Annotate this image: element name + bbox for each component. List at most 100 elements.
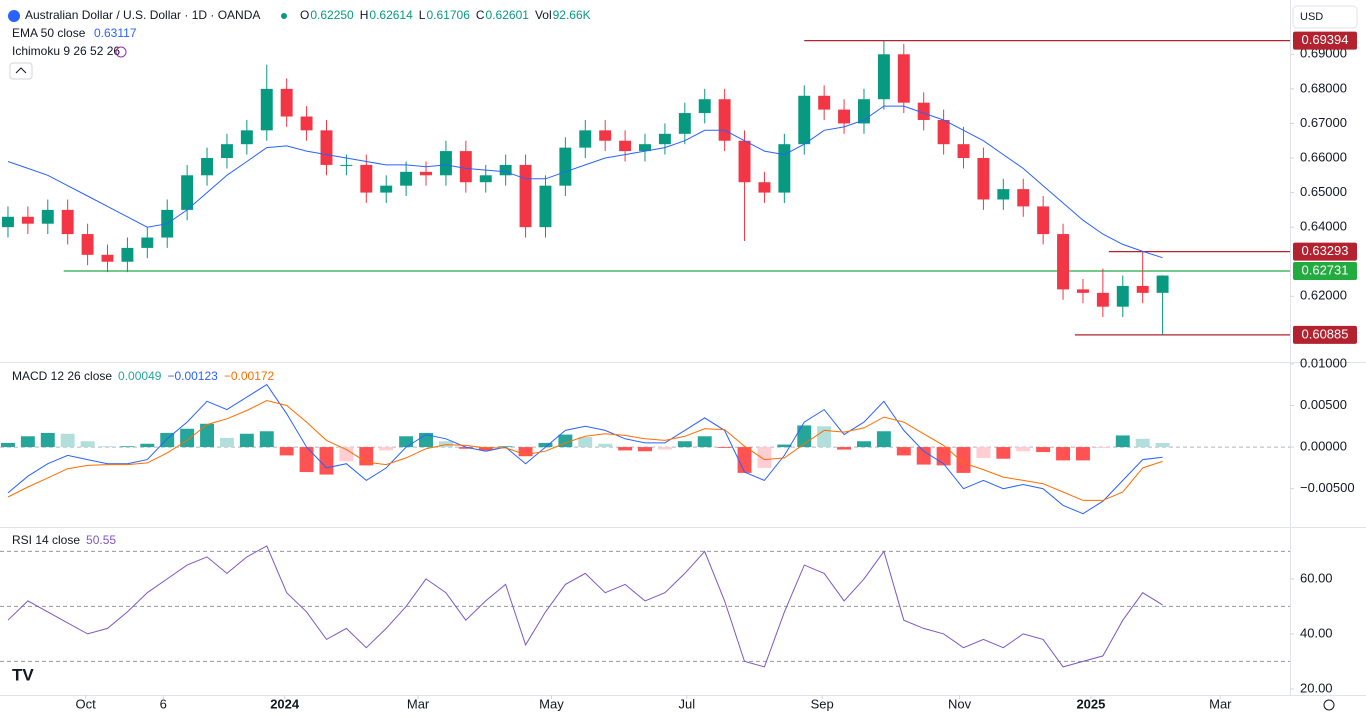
macd-histogram-bar (996, 447, 1011, 459)
x-tick-label: Oct (75, 696, 96, 711)
candle-body (280, 88, 293, 117)
x-tick-label: Sep (811, 696, 834, 711)
candle-body (798, 95, 811, 145)
level-label: 0.62731 (1302, 262, 1349, 277)
y-tick-label: 0.68000 (1300, 80, 1347, 95)
macd-histogram-bar (1095, 447, 1110, 448)
y-tick-label: 0.00500 (1300, 397, 1347, 412)
settings-icon[interactable] (1323, 699, 1335, 711)
candle-body (599, 130, 612, 141)
candle-body (718, 99, 731, 141)
indicator-icon[interactable] (115, 46, 127, 58)
macd-histogram-bar (598, 443, 613, 448)
candle-body (21, 216, 34, 224)
candle-body (1, 216, 14, 228)
macd-histogram-bar (100, 446, 115, 448)
candle-body (877, 54, 890, 100)
currency-button[interactable] (1292, 5, 1358, 29)
candle-body (240, 130, 253, 145)
macd-histogram-bar (737, 447, 752, 473)
macd-histogram-bar (478, 447, 493, 451)
macd-histogram-bar (1056, 447, 1071, 461)
x-tick-label: May (539, 696, 564, 711)
level-label: 0.60885 (1302, 326, 1349, 341)
macd-histogram-bar (916, 447, 931, 465)
y-tick-label: 0.01000 (1300, 355, 1347, 370)
candle-body (678, 113, 691, 134)
rsi-line (7, 545, 1163, 668)
macd-histogram-bar (200, 423, 215, 448)
macd-histogram-bar (80, 441, 95, 448)
macd-histogram-bar (1135, 438, 1150, 448)
y-tick-label: 0.62000 (1300, 288, 1347, 303)
candle-body (1116, 285, 1129, 307)
candle-body (539, 185, 552, 228)
macd-histogram-bar (1075, 447, 1090, 461)
candle-body (420, 171, 432, 176)
macd-histogram-bar (638, 447, 652, 452)
level-badge (1293, 325, 1357, 344)
ohlc-label: C (476, 8, 485, 22)
macd-histogram-bar (697, 436, 712, 448)
macd-histogram-bar (896, 447, 911, 456)
ohlc-value: 0.62614 (369, 8, 413, 22)
macd-histogram-bar (359, 447, 374, 466)
macd-histogram-bar (817, 426, 832, 448)
candle-body (1057, 234, 1070, 290)
ohlc-label: H (360, 8, 369, 22)
macd-histogram-bar (936, 447, 951, 466)
x-tick-label: Jul (678, 696, 695, 711)
macd-histogram-bar (657, 447, 672, 450)
candle-body (778, 144, 791, 193)
candle-body (977, 158, 990, 200)
macd-histogram-bar (60, 433, 75, 448)
candle-body (220, 144, 233, 159)
candle-body (559, 147, 572, 186)
y-tick-label: 0.66000 (1300, 149, 1347, 164)
level-label: 0.69394 (1302, 32, 1349, 47)
front-layer: 0.62000 0.64000 0.65000 0.66000 0.67000 0.680… (75, 31, 1357, 711)
ema-line (7, 105, 1163, 259)
collapse-icon (15, 67, 27, 74)
legend-value: 0.00049 (118, 369, 162, 383)
macd-histogram-bar (399, 436, 414, 448)
macd-histogram-bar (538, 442, 553, 448)
candle-body (400, 171, 413, 186)
y-tick-label: 0.00000 (1300, 439, 1347, 454)
candle-body (1076, 289, 1089, 293)
macd-histogram-bar (319, 447, 334, 475)
ema-value: 0.63117 (94, 26, 137, 40)
legend-value: −0.00172 (224, 369, 275, 383)
candle-body (380, 185, 393, 193)
macd-line (7, 383, 1163, 515)
candle-body (519, 164, 532, 228)
x-tick-label: 6 (160, 696, 167, 711)
candle-body (81, 234, 94, 255)
level-badge (1293, 31, 1357, 50)
macd-histogram-bar (239, 433, 254, 448)
macd-histogram-bar (976, 447, 991, 458)
macd-histogram-bar (1155, 443, 1170, 448)
candle-body (101, 254, 114, 262)
macd-histogram-bar (458, 447, 473, 449)
candle-body (698, 99, 711, 114)
macd-histogram-bar (578, 437, 593, 448)
candle-body (619, 140, 632, 152)
candle-body (758, 182, 771, 193)
y-tick-label: 0.67000 (1300, 115, 1347, 130)
rsi-legend: RSI 14 close (12, 533, 80, 547)
y-tick-label: 20.00 (1300, 680, 1333, 695)
y-tick-label: 0.64000 (1300, 219, 1347, 234)
candle-body (1136, 285, 1149, 293)
y-tick-label: −0.00500 (1300, 480, 1355, 495)
candle-body (1017, 189, 1030, 207)
ohlc-label: O (300, 8, 309, 22)
macd-histogram-bar (757, 447, 772, 468)
collapse-button[interactable] (9, 62, 33, 80)
candle-body (300, 116, 313, 131)
macd-histogram-bar (339, 447, 354, 462)
candle-body (121, 247, 134, 262)
main-layer (0, 40, 1170, 668)
